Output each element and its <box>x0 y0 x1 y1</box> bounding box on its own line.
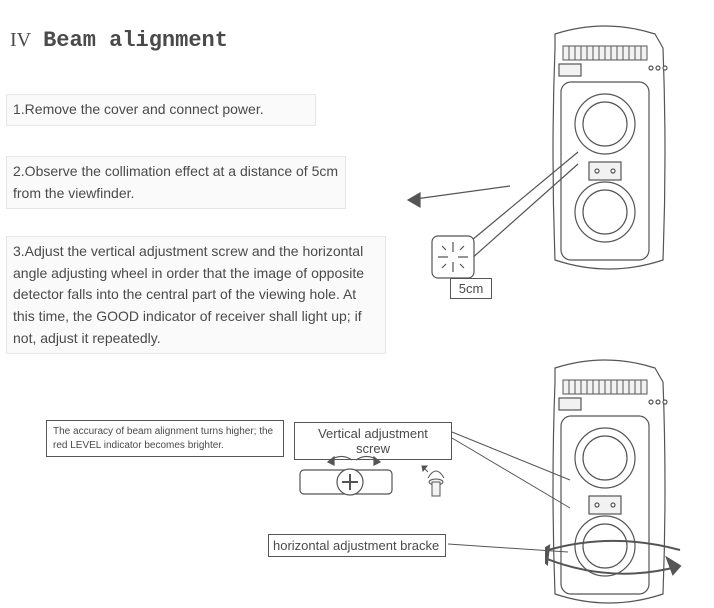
step-2: 2.Observe the collimation effect at a di… <box>6 156 346 209</box>
title-number: IV <box>10 29 31 52</box>
arrow-to-viewfinder <box>400 140 600 300</box>
section-title: IV Beam alignment <box>10 28 228 53</box>
accuracy-note: The accuracy of beam alignment turns hig… <box>46 420 284 457</box>
step-3: 3.Adjust the vertical adjustment screw a… <box>6 236 386 354</box>
step-1: 1.Remove the cover and connect power. <box>6 94 316 126</box>
title-text: Beam alignment <box>43 28 228 53</box>
adjustment-callouts <box>280 420 580 580</box>
